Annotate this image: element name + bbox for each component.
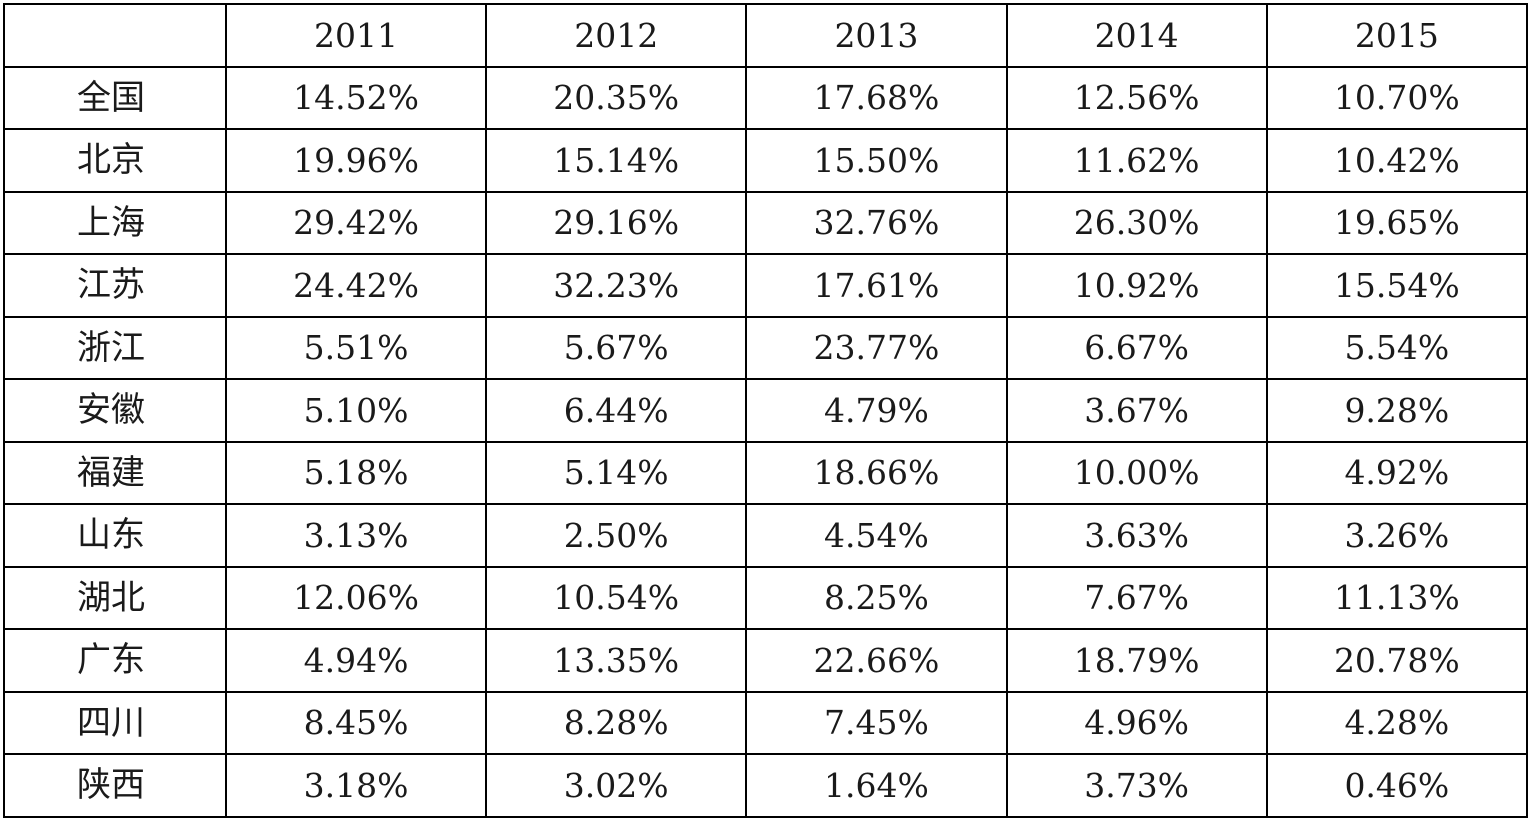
table-row: 全国 14.52% 20.35% 17.68% 12.56% 10.70% [3,65,1528,130]
table-header: 2011 2012 2013 2014 2015 [3,3,1528,68]
table-cell: 10.54% [485,565,748,630]
table-cell: 20.78% [1265,628,1528,693]
table-cell: 5.67% [485,315,748,380]
table-cell: 17.68% [745,65,1008,130]
table-cell: 4.54% [745,503,1008,568]
table-row: 福建 5.18% 5.14% 18.66% 10.00% 4.92% [3,440,1528,505]
table-cell: 7.67% [1005,565,1268,630]
table-row: 四川 8.45% 8.28% 7.45% 4.96% 4.28% [3,690,1528,755]
header-row: 2011 2012 2013 2014 2015 [3,3,1528,68]
column-header-2013: 2013 [745,3,1008,68]
table-cell: 3.02% [485,753,748,818]
table-cell: 3.67% [1005,378,1268,443]
row-label: 广东 [3,628,227,693]
data-table: 2011 2012 2013 2014 2015 全国 14.52% 20.35% 1… [3,3,1528,818]
table-cell: 3.13% [224,503,488,568]
table-cell: 10.42% [1265,128,1528,193]
table-row: 江苏 24.42% 32.23% 17.61% 10.92% 15.54% [3,253,1528,318]
table-cell: 12.06% [224,565,488,630]
table-cell: 4.94% [224,628,488,693]
table-row: 山东 3.13% 2.50% 4.54% 3.63% 3.26% [3,503,1528,568]
table-cell: 8.45% [224,690,488,755]
row-label: 北京 [3,128,227,193]
table-cell: 7.45% [745,690,1008,755]
table-row: 浙江 5.51% 5.67% 23.77% 6.67% 5.54% [3,315,1528,380]
table-cell: 19.96% [224,128,488,193]
table-cell: 8.25% [745,565,1008,630]
table-row: 北京 19.96% 15.14% 15.50% 11.62% 10.42% [3,128,1528,193]
table-cell: 4.28% [1265,690,1528,755]
table-cell: 10.70% [1265,65,1528,130]
corner-cell [3,3,227,68]
table-cell: 15.50% [745,128,1008,193]
table-cell: 18.79% [1005,628,1268,693]
table-cell: 4.79% [745,378,1008,443]
table-cell: 9.28% [1265,378,1528,443]
table-cell: 11.13% [1265,565,1528,630]
table-cell: 6.44% [485,378,748,443]
table-cell: 4.96% [1005,690,1268,755]
table-cell: 29.16% [485,190,748,255]
table-cell: 15.54% [1265,253,1528,318]
table-cell: 6.67% [1005,315,1268,380]
table-cell: 2.50% [485,503,748,568]
column-header-2015: 2015 [1265,3,1528,68]
table-cell: 5.18% [224,440,488,505]
column-header-2012: 2012 [485,3,748,68]
table-cell: 19.65% [1265,190,1528,255]
table-cell: 5.14% [485,440,748,505]
table-cell: 20.35% [485,65,748,130]
table-cell: 5.10% [224,378,488,443]
table-cell: 3.26% [1265,503,1528,568]
table-cell: 4.92% [1265,440,1528,505]
table-cell: 24.42% [224,253,488,318]
table-cell: 3.63% [1005,503,1268,568]
column-header-2014: 2014 [1005,3,1268,68]
table-cell: 8.28% [485,690,748,755]
table-cell: 0.46% [1265,753,1528,818]
table-cell: 5.51% [224,315,488,380]
table-row: 广东 4.94% 13.35% 22.66% 18.79% 20.78% [3,628,1528,693]
row-label: 陕西 [3,753,227,818]
row-label: 安徽 [3,378,227,443]
table-cell: 13.35% [485,628,748,693]
table-row: 安徽 5.10% 6.44% 4.79% 3.67% 9.28% [3,378,1528,443]
table-cell: 12.56% [1005,65,1268,130]
table-cell: 29.42% [224,190,488,255]
table-cell: 3.73% [1005,753,1268,818]
row-label: 上海 [3,190,227,255]
table-cell: 15.14% [485,128,748,193]
row-label: 福建 [3,440,227,505]
table-cell: 22.66% [745,628,1008,693]
table-row: 上海 29.42% 29.16% 32.76% 26.30% 19.65% [3,190,1528,255]
table-cell: 32.23% [485,253,748,318]
table-cell: 18.66% [745,440,1008,505]
table-cell: 1.64% [745,753,1008,818]
row-label: 江苏 [3,253,227,318]
table-cell: 32.76% [745,190,1008,255]
table-row: 湖北 12.06% 10.54% 8.25% 7.67% 11.13% [3,565,1528,630]
table-cell: 10.00% [1005,440,1268,505]
table-cell: 17.61% [745,253,1008,318]
table-cell: 11.62% [1005,128,1268,193]
table-cell: 14.52% [224,65,488,130]
row-label: 浙江 [3,315,227,380]
table-cell: 10.92% [1005,253,1268,318]
table-cell: 3.18% [224,753,488,818]
row-label: 湖北 [3,565,227,630]
row-label: 全国 [3,65,227,130]
table-body: 全国 14.52% 20.35% 17.68% 12.56% 10.70% 北京 19.96%… [3,65,1528,818]
row-label: 山东 [3,503,227,568]
table-cell: 26.30% [1005,190,1268,255]
row-label: 四川 [3,690,227,755]
table-cell: 5.54% [1265,315,1528,380]
table-cell: 23.77% [745,315,1008,380]
column-header-2011: 2011 [224,3,488,68]
table-row: 陕西 3.18% 3.02% 1.64% 3.73% 0.46% [3,753,1528,818]
